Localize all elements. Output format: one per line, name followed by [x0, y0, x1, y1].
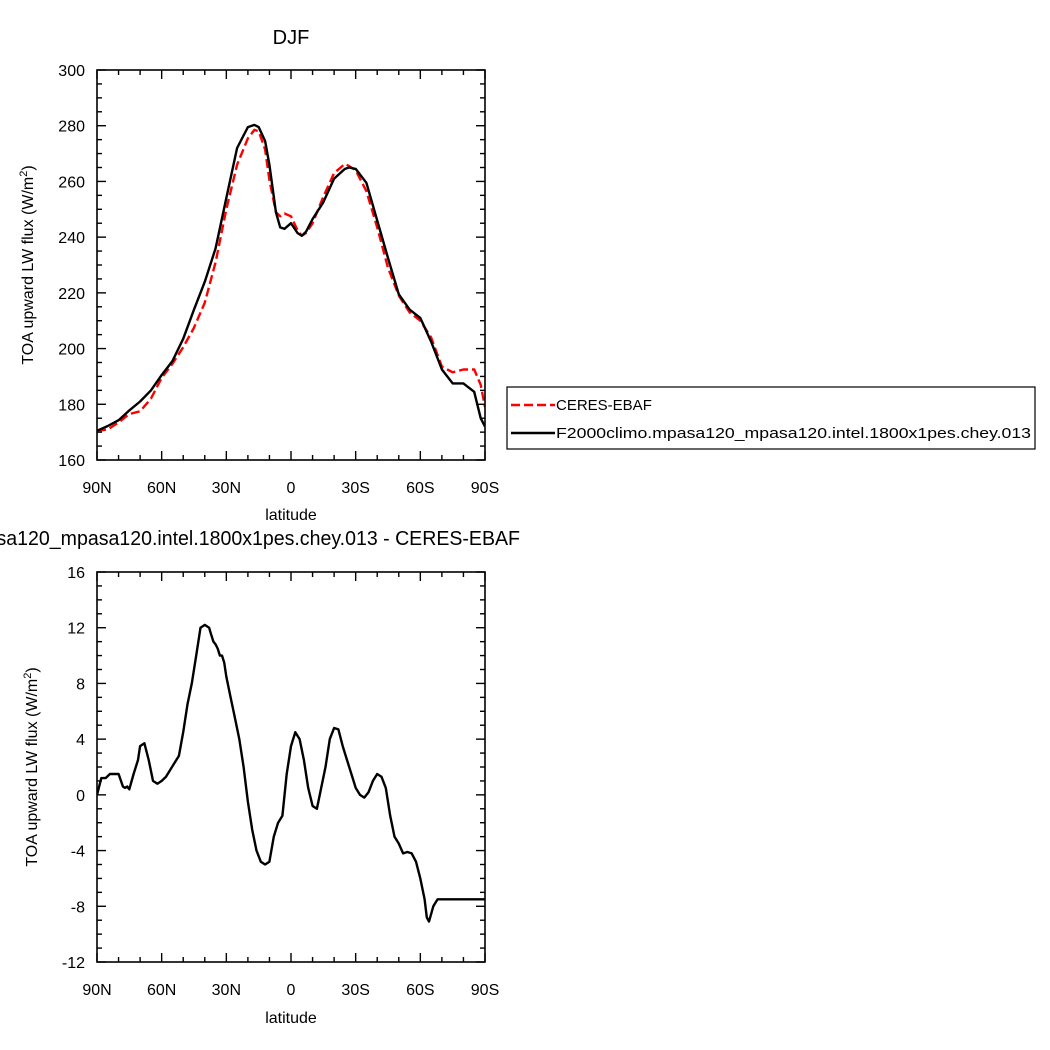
top-y-axis-label: TOA upward LW flux (W/m2)	[18, 165, 37, 364]
top-y-ticks: 160 180 200 220 240 260 280 300	[58, 63, 485, 470]
bottom-x-axis-label: latitude	[265, 1010, 317, 1027]
bottom-x-tick-label: 0	[287, 982, 296, 999]
bottom-x-tick-label: 90S	[471, 982, 499, 999]
top-x-axis-label: latitude	[265, 507, 317, 524]
bottom-y-ticks: -12 -8 -4 0 4 8 12 16	[62, 565, 485, 972]
top-y-tick-label: 300	[58, 63, 85, 80]
bottom-x-tick-label: 60S	[406, 982, 434, 999]
legend-label-model: F2000climo.mpasa120_mpasa120.intel.1800x…	[556, 425, 1031, 442]
difference-series-line	[97, 623, 485, 923]
bottom-y-tick-label: -12	[62, 955, 85, 972]
top-x-tick-label: 60S	[406, 480, 434, 497]
top-x-tick-label: 90S	[471, 480, 499, 497]
bottom-x-ticks: 90N 60N 30N 0 30S 60S 90S	[82, 572, 499, 999]
bottom-y-axis-label: TOA upward LW flux (W/m2)	[22, 667, 41, 866]
top-x-tick-label: 60N	[147, 480, 176, 497]
bottom-y-tick-label: 12	[67, 621, 85, 638]
top-x-ticks: 90N 60N 30N 0 30S 60S 90S	[82, 70, 499, 497]
bottom-y-tick-label: -4	[71, 844, 85, 861]
top-x-tick-label: 30N	[212, 480, 241, 497]
bottom-panel: F2000climo.mpasa120_mpasa120.intel.1800x…	[0, 528, 520, 1027]
top-x-tick-label: 0	[287, 480, 296, 497]
top-panel-title: DJF	[273, 27, 310, 49]
legend-label-obs: CERES-EBAF	[556, 397, 652, 414]
obs-series-line	[97, 128, 485, 432]
bottom-y-tick-label: 8	[76, 676, 85, 693]
bottom-y-tick-label: 0	[76, 788, 85, 805]
bottom-x-tick-label: 60N	[147, 982, 176, 999]
top-y-tick-label: 200	[58, 342, 85, 359]
bottom-x-tick-label: 90N	[82, 982, 111, 999]
top-y-tick-label: 280	[58, 119, 85, 136]
bottom-x-tick-label: 30N	[212, 982, 241, 999]
bottom-y-tick-label: 4	[76, 732, 85, 749]
bottom-plot-frame	[96, 571, 486, 963]
legend-box	[506, 386, 1036, 450]
top-y-tick-label: 180	[58, 397, 85, 414]
top-y-tick-label: 160	[58, 453, 85, 470]
top-y-tick-label: 240	[58, 230, 85, 247]
bottom-panel-title: F2000climo.mpasa120_mpasa120.intel.1800x…	[0, 528, 520, 550]
top-plot-frame	[96, 69, 486, 461]
top-y-tick-label: 220	[58, 286, 85, 303]
model-series-line	[97, 123, 485, 432]
legend: CERES-EBAF F2000climo.mpasa120_mpasa120.…	[506, 386, 1036, 450]
top-y-tick-label: 260	[58, 174, 85, 191]
bottom-y-tick-label: -8	[71, 899, 85, 916]
top-x-tick-label: 30S	[341, 480, 369, 497]
top-x-tick-label: 90N	[82, 480, 111, 497]
top-panel: DJF 90N 60N 30N 0 30S 60S 90S 160 180 200 220 240 2…	[18, 27, 1036, 524]
bottom-y-tick-label: 16	[67, 565, 85, 582]
bottom-x-tick-label: 30S	[341, 982, 369, 999]
